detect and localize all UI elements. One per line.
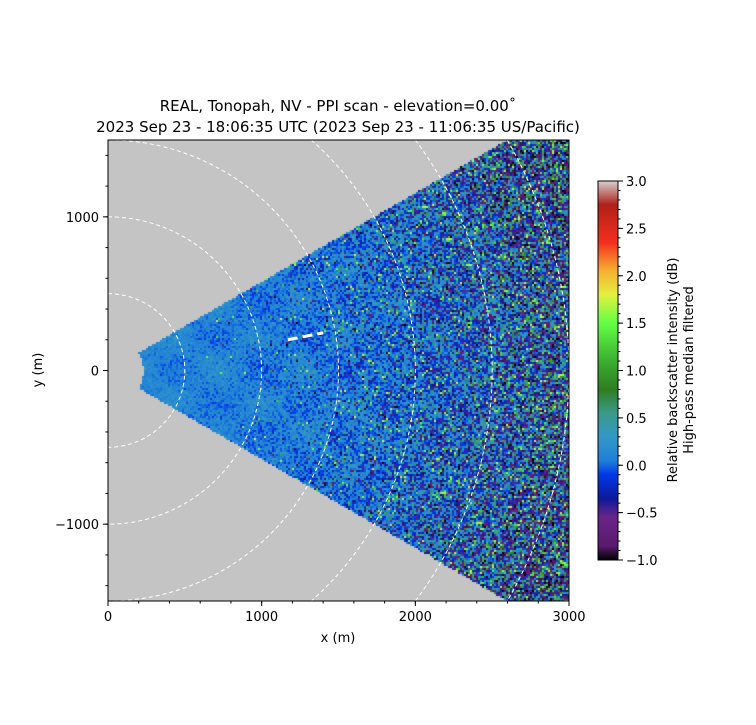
chart-title-line-2: 2023 Sep 23 - 18:06:35 UTC (2023 Sep 23 … [96, 118, 580, 136]
range-ring [310, 139, 416, 602]
range-rings [107, 139, 570, 602]
range-ring [107, 293, 186, 448]
colorbar-tick-label: 2.0 [626, 270, 647, 285]
x-tick-label: 3000 [552, 610, 585, 625]
x-ticks: 0 1000 2000 3000 [104, 601, 586, 625]
colorbar [597, 180, 619, 561]
colorbar-ticks: −1.0 −0.5 0.0 0.5 1.0 1.5 2.0 2.5 3.0 [618, 175, 658, 569]
colorbar-label-line-2: High-pass median filtered [682, 286, 697, 454]
marker-segment [287, 331, 324, 342]
colorbar-tick-label: −1.0 [626, 554, 658, 569]
y-tick-label: 1000 [66, 211, 99, 226]
y-axis-label: y (m) [31, 353, 46, 388]
colorbar-tick-label: −0.5 [626, 507, 658, 522]
range-ring [506, 139, 570, 602]
x-axis-label: x (m) [321, 631, 356, 646]
colorbar-tick-label: 2.5 [626, 222, 647, 237]
colorbar-tick-label: 1.5 [626, 317, 647, 332]
colorbar-tick-label: 0.0 [626, 459, 647, 474]
colorbar-tick-label: 3.0 [626, 175, 647, 190]
range-ring [107, 139, 339, 602]
range-ring [107, 216, 263, 525]
range-ring [414, 139, 493, 602]
y-tick-label: −1000 [55, 518, 99, 533]
x-tick-label: 2000 [399, 610, 432, 625]
colorbar-tick-label: 0.5 [626, 412, 647, 427]
chart-title-line-1: REAL, Tonopah, NV - PPI scan - elevation… [160, 97, 517, 115]
colorbar-label-line-1: Relative backscatter intensity (dB) [666, 258, 681, 483]
y-ticks: −1000 0 1000 [55, 154, 108, 587]
plot-frame [107, 139, 570, 602]
x-tick-label: 0 [104, 610, 112, 625]
y-tick-label: 0 [91, 365, 99, 380]
x-tick-label: 1000 [245, 610, 278, 625]
colorbar-tick-label: 1.0 [626, 365, 647, 380]
